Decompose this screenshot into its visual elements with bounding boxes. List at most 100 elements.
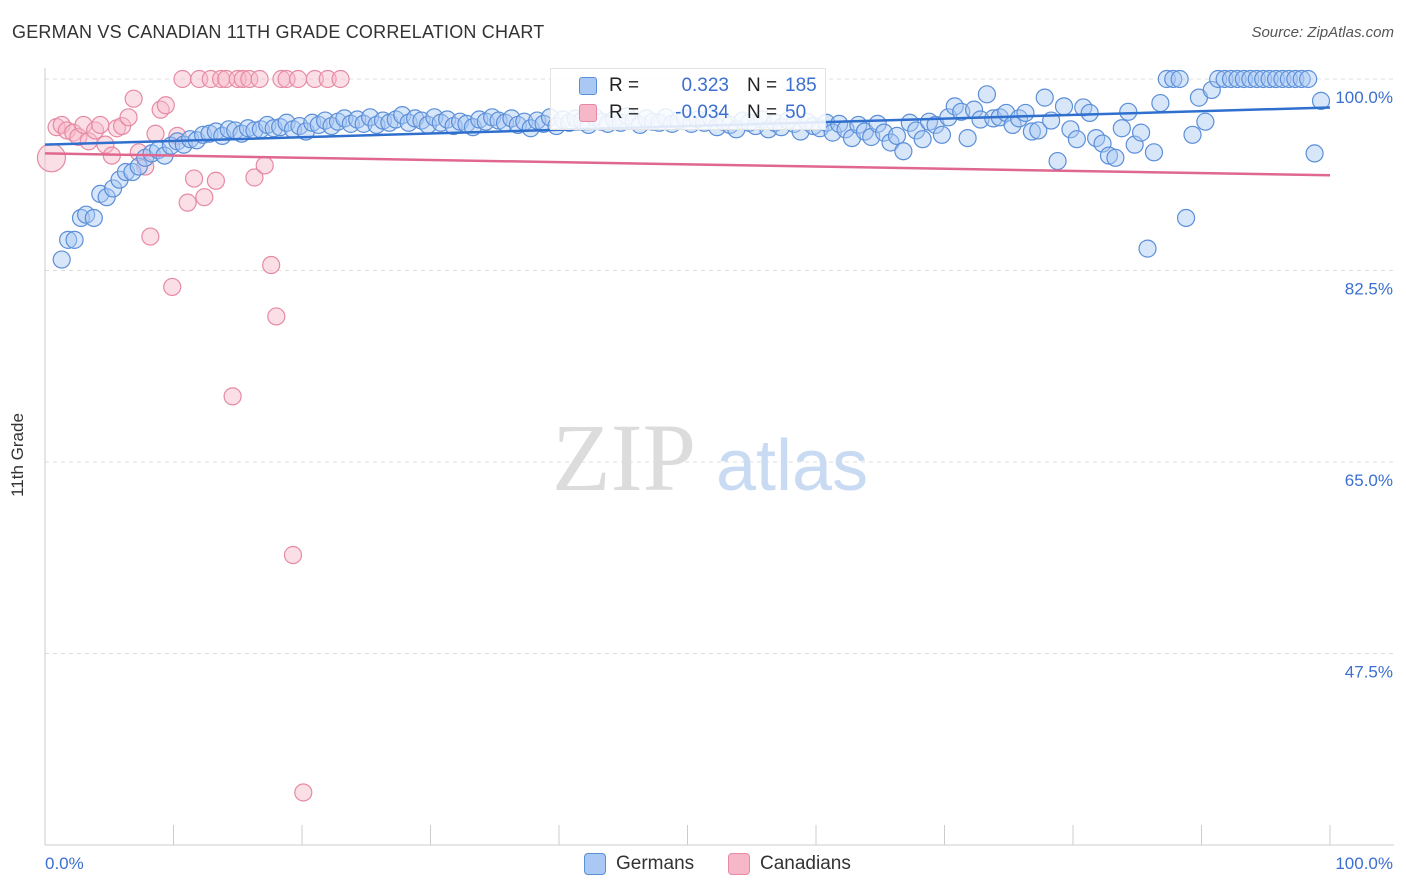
canadian-point — [267, 307, 286, 326]
german-point — [1029, 121, 1048, 140]
canadian-point — [289, 69, 308, 89]
canadian-point — [262, 255, 281, 275]
canadian-point — [156, 96, 175, 115]
german-point — [894, 142, 913, 161]
canadian-r-value: -0.034 — [675, 102, 729, 123]
german-point — [1176, 208, 1196, 228]
y-tick-label: 82.5% — [1345, 280, 1393, 299]
german-point — [52, 250, 71, 269]
legend-row-german: R = 0.323 N = 185 — [551, 72, 817, 100]
german-r-label: R = — [609, 75, 640, 96]
canadian-swatch — [579, 104, 597, 122]
canadian-trend-line — [44, 152, 1331, 177]
canadian-point — [294, 783, 313, 802]
german-point — [1157, 69, 1176, 89]
german-point — [1112, 119, 1131, 138]
german-point — [71, 208, 91, 228]
german-n-label: N = — [747, 75, 778, 96]
bottom-canadian-swatch — [728, 853, 750, 875]
german-point — [887, 126, 907, 146]
german-point — [1151, 93, 1170, 113]
canadian-point — [163, 277, 182, 297]
german-point — [1221, 69, 1241, 89]
german-point — [1035, 88, 1054, 107]
canadian-point — [201, 69, 220, 89]
watermark-zip: ZIP — [552, 404, 696, 511]
german-point — [913, 130, 932, 149]
bottom-legend-german: Germans — [584, 852, 694, 876]
german-point — [1234, 69, 1254, 89]
german-point — [1067, 130, 1086, 149]
canadian-point — [331, 69, 350, 89]
german-point — [1170, 69, 1189, 89]
canadian-point — [283, 545, 303, 565]
canadian-point — [195, 188, 214, 207]
chart-title: GERMAN VS CANADIAN 11TH GRADE CORRELATIO… — [12, 22, 545, 42]
bottom-german-swatch — [584, 853, 606, 875]
y-tick-label: 47.5% — [1345, 663, 1393, 682]
german-point — [1202, 80, 1221, 100]
y-tick-label: 100.0% — [1335, 88, 1393, 107]
canadian-point — [318, 69, 337, 89]
canadian-point — [206, 171, 226, 190]
german-r-value: 0.323 — [681, 75, 729, 96]
x-tick-label-min: 0.0% — [45, 854, 84, 873]
german-point — [1106, 148, 1125, 167]
german-point — [65, 230, 84, 249]
german-point — [354, 114, 373, 133]
y-tick-label: 65.0% — [1345, 471, 1393, 490]
german-point — [1273, 69, 1292, 89]
canadian-point — [173, 69, 192, 89]
german-point — [1247, 69, 1266, 89]
canadian-n-value: 50 — [785, 102, 807, 123]
german-point — [1228, 69, 1247, 89]
german-point — [1266, 69, 1286, 89]
german-point — [977, 85, 997, 104]
german-point — [1054, 97, 1074, 116]
german-point — [971, 110, 990, 129]
german-point — [84, 208, 103, 228]
canadian-point — [36, 143, 67, 173]
german-point — [1292, 69, 1311, 89]
german-point — [1048, 151, 1067, 171]
german-n-value: 185 — [785, 75, 817, 96]
german-point — [1164, 69, 1183, 89]
canadian-point — [255, 156, 274, 175]
german-point — [1144, 143, 1164, 162]
german-point — [1215, 69, 1234, 89]
canadian-point — [223, 387, 242, 406]
german-point — [932, 125, 952, 144]
bottom-legend-canadian: Canadians — [728, 852, 851, 876]
source-label: Source: ZipAtlas.com — [1251, 24, 1394, 41]
german-point — [1279, 69, 1298, 89]
canadian-point — [124, 89, 143, 108]
canadian-point — [141, 227, 160, 246]
german-point — [958, 128, 977, 148]
german-point — [881, 133, 900, 152]
canadian-point — [86, 121, 105, 140]
german-point — [1305, 144, 1324, 163]
canadian-point — [69, 127, 88, 147]
german-point — [59, 230, 78, 249]
german-point — [1241, 69, 1260, 89]
canadian-n-label: N = — [747, 102, 778, 123]
tick-labels: 47.5% 65.0% 82.5% 100.0% 0.0% 100.0% — [45, 88, 1393, 873]
german-point — [1138, 239, 1157, 258]
german-point — [1209, 69, 1228, 89]
watermark: ZIP atlas — [552, 404, 868, 511]
canadian-point — [305, 69, 324, 89]
canadian-point — [119, 108, 138, 127]
axes — [44, 68, 1394, 846]
german-point — [1016, 103, 1035, 123]
german-point — [1286, 69, 1305, 89]
german-point — [1119, 102, 1138, 121]
watermark-atlas: atlas — [716, 426, 868, 506]
german-point — [1260, 69, 1279, 89]
german-point — [1254, 69, 1273, 89]
canadian-point — [240, 69, 259, 89]
german-point — [1080, 103, 1099, 123]
canadian-point — [96, 135, 115, 154]
canadian-r-label: R = — [609, 102, 640, 123]
german-point — [1299, 69, 1318, 89]
